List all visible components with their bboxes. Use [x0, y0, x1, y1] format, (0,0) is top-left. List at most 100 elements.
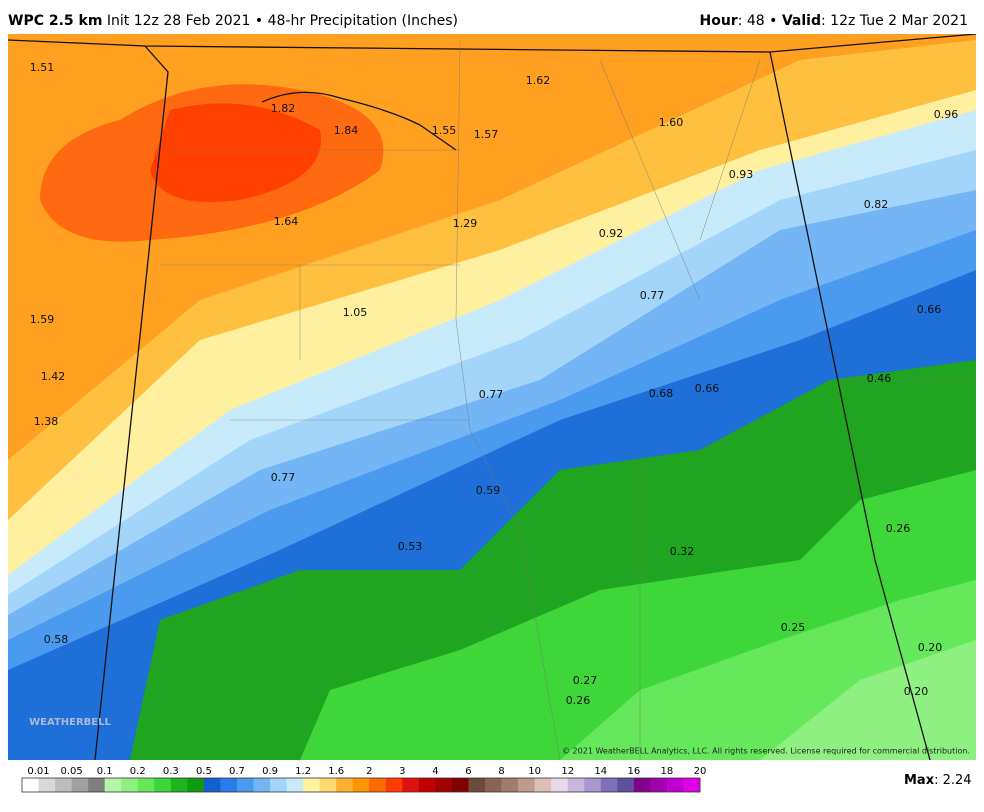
legend-swatch	[385, 778, 403, 792]
legend-swatch	[170, 778, 188, 792]
sep: •	[769, 13, 777, 29]
precip-label: 0.96	[934, 108, 959, 121]
valid: : 12z Tue 2 Mar 2021	[821, 13, 968, 29]
legend-swatch	[336, 778, 354, 792]
legend-swatch	[567, 778, 585, 792]
precip-label: 0.26	[886, 522, 911, 535]
precip-label: 1.05	[343, 306, 368, 319]
precip-label: 0.27	[573, 674, 598, 687]
precip-label: 1.82	[271, 102, 296, 115]
legend-swatch	[319, 778, 337, 792]
legend-swatch	[38, 778, 56, 792]
legend-tick-label: 0.9	[262, 766, 278, 777]
legend-tick-label: 0.05	[60, 766, 82, 777]
hour: : 48	[738, 13, 765, 29]
map: © 2021 WeatherBELL Analytics, LLC. All r…	[8, 34, 976, 760]
precip-label: 0.82	[864, 198, 889, 211]
legend-swatch	[270, 778, 287, 792]
legend-tick-label: 6	[465, 766, 471, 777]
legend-swatch	[633, 778, 651, 792]
precip-label: 0.92	[599, 227, 624, 240]
legend-tick-label: 1.2	[295, 766, 311, 777]
legend-tick-label: 0.3	[163, 766, 179, 777]
legend-swatch	[468, 778, 486, 792]
init: Init 12z 28 Feb 2021	[107, 13, 251, 29]
max-value: : 2.24	[934, 773, 971, 788]
legend-swatch	[352, 778, 370, 792]
model: WPC 2.5 km	[8, 13, 102, 29]
valid-label: Valid	[782, 13, 821, 29]
county-lines	[160, 39, 976, 760]
map-labels: 1.51 1.82 1.84 1.55 1.57 1.62 1.60 0.96 0.93 0.82…	[30, 61, 959, 707]
legend-swatch	[154, 778, 172, 792]
legend-swatch	[88, 778, 105, 792]
legend-tick-label: 3	[399, 766, 405, 777]
legend-tick-label: 0.5	[196, 766, 212, 777]
legend-tick-label: 0.01	[27, 766, 49, 777]
precip-label: 1.29	[453, 217, 478, 230]
precip-label: 0.32	[670, 545, 695, 558]
precip-label: 1.38	[34, 415, 59, 428]
precip-label: 0.66	[917, 303, 942, 316]
legend-swatch	[617, 778, 635, 792]
max-label: Max	[904, 773, 935, 788]
product: 48-hr Precipitation (Inches)	[268, 13, 458, 29]
legend-tick-label: 18	[661, 766, 674, 777]
precip-label: 0.46	[867, 372, 892, 385]
precip-label: 0.58	[44, 633, 69, 646]
legend-swatch	[683, 778, 701, 792]
legend-swatch	[203, 778, 221, 792]
band	[150, 103, 321, 202]
legend-tick-label: 12	[561, 766, 574, 777]
precip-label: 1.51	[30, 61, 55, 74]
precip-label: 0.66	[695, 382, 720, 395]
hour-label: Hour	[699, 13, 737, 29]
legend-tick-label: 4	[432, 766, 438, 777]
precip-label: 0.68	[649, 387, 674, 400]
legend-swatch	[435, 778, 453, 792]
legend-swatch	[121, 778, 139, 792]
legend-swatch	[534, 778, 552, 792]
legend-swatch	[236, 778, 254, 792]
precip-label: 0.26	[566, 694, 591, 707]
legend-swatch	[303, 778, 320, 792]
legend-tick-label: 14	[594, 766, 607, 777]
legend-swatch	[71, 778, 89, 792]
state-borders	[8, 34, 976, 760]
legend-tick-label: 0.1	[97, 766, 113, 777]
legend-tick-label: 16	[627, 766, 640, 777]
precip-label: 1.42	[41, 370, 66, 383]
precip-label: 1.55	[432, 124, 457, 137]
legend-swatch	[104, 778, 122, 792]
sep: •	[255, 13, 263, 29]
legend-swatch	[253, 778, 271, 792]
legend-swatch	[402, 778, 420, 792]
legend-swatch	[220, 778, 238, 792]
precip-label: 1.57	[474, 128, 499, 141]
legend-swatch	[137, 778, 155, 792]
legend-swatch	[187, 778, 205, 792]
precip-label: 0.20	[904, 685, 929, 698]
legend-swatch	[518, 778, 535, 792]
legend-tick-label: 0.7	[229, 766, 245, 777]
legend-swatch	[666, 778, 684, 792]
precip-label: 0.93	[729, 168, 754, 181]
precip-label: 0.77	[479, 388, 504, 401]
legend-swatch	[584, 778, 602, 792]
legend-tick-label: 10	[528, 766, 541, 777]
legend-swatch	[551, 778, 569, 792]
legend-swatch	[286, 778, 304, 792]
header: WPC 2.5 km Init 12z 28 Feb 2021 • 48-hr …	[8, 13, 458, 29]
legend-swatch	[600, 778, 618, 792]
legend-swatch	[501, 778, 519, 792]
precip-label: 0.77	[640, 289, 665, 302]
header-right: Hour: 48 • Valid: 12z Tue 2 Mar 2021	[699, 13, 968, 29]
legend-swatch	[418, 778, 436, 792]
legend-swatch	[485, 778, 502, 792]
legend-tick-label: 2	[366, 766, 372, 777]
precip-label: 1.62	[526, 74, 551, 87]
legend-swatch	[451, 778, 469, 792]
legend: 0.01 0.05 0.1 0.2 0.3 0.5 0.7 0.9 1.2 1.6 2 3 4 6 8 10 1…	[21, 766, 706, 793]
logo: WEATHERBELL	[29, 717, 111, 728]
precip-label: 1.60	[659, 116, 684, 129]
